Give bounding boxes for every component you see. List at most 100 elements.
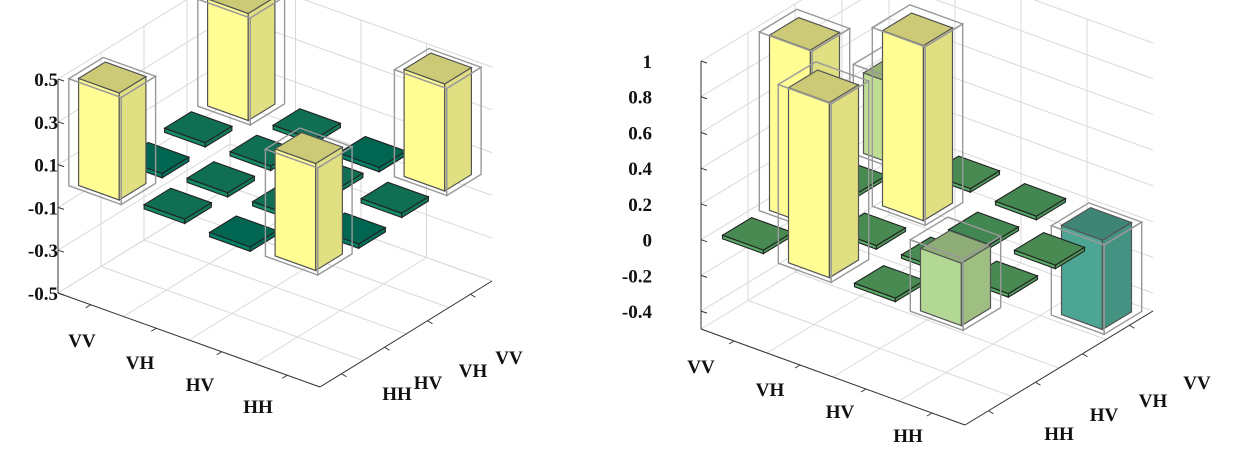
bar-face-top (208, 215, 279, 248)
bar-face-top (263, 127, 354, 169)
z-tick-label: -0.3 (28, 241, 58, 262)
z-tick (700, 96, 708, 100)
bar (359, 181, 430, 219)
z-tick-label: 1 (643, 52, 653, 73)
bar (1060, 206, 1133, 331)
z-tick-label: -0.1 (28, 198, 58, 219)
bar-face-top (853, 264, 926, 299)
bar-face-top (142, 187, 213, 220)
col-tick (988, 410, 994, 415)
col-tick (384, 346, 390, 351)
row-label: HV (186, 375, 215, 396)
row-tick (85, 304, 92, 309)
bar-face-top (392, 47, 483, 90)
z-tick-label: 0.1 (34, 156, 58, 177)
row-label: HV (826, 402, 855, 423)
bars (67, 0, 483, 277)
row-label: VH (756, 380, 785, 401)
col-tick (1129, 324, 1135, 329)
bar (721, 216, 794, 255)
bar (142, 187, 213, 225)
bar-face-top (77, 61, 148, 94)
z-tick (700, 131, 708, 135)
col-label: VH (1139, 391, 1168, 412)
z-tick-label: 0.3 (34, 113, 58, 134)
bar-face-right (444, 66, 472, 193)
z-tick-label: -0.2 (622, 266, 652, 287)
bar (919, 229, 992, 327)
bar-face-right (247, 0, 276, 122)
bar-face-top (67, 56, 158, 99)
ideal-bar (1049, 202, 1144, 336)
row-tick (860, 388, 867, 393)
row-tick (150, 327, 157, 332)
bar-face-top (163, 111, 234, 144)
z-tick-label: 0.8 (628, 88, 652, 109)
row-label: VH (126, 353, 155, 374)
col-label: VV (495, 348, 523, 369)
bars (721, 4, 1144, 336)
z-tick (57, 206, 65, 210)
row-axis-line (700, 328, 966, 426)
row-tick (281, 374, 288, 379)
bar-face-top (273, 131, 344, 165)
z-tick (57, 78, 65, 82)
ideal-bar (908, 216, 1003, 332)
col-label: VV (1183, 373, 1211, 394)
bar-face-top (1049, 202, 1144, 246)
bar-face-top (919, 229, 992, 264)
bar-face-right (249, 0, 286, 127)
bar (185, 161, 256, 198)
z-tick-label: 0 (643, 231, 653, 252)
bar (77, 61, 148, 202)
z-tick-label: 0.6 (628, 123, 652, 144)
bar-face-top (721, 216, 794, 251)
bar-face-left (77, 77, 120, 201)
bar-face-top (185, 161, 256, 194)
bar-face-left (207, 0, 249, 122)
ideal-bar (392, 47, 483, 197)
grid-line (57, 0, 493, 80)
bar-face-top (870, 4, 965, 48)
z-tick-label: 0.2 (628, 195, 652, 216)
col-tick (1082, 353, 1088, 358)
row-label: VV (687, 357, 715, 378)
bar-face-right (922, 26, 954, 222)
z-tick (700, 167, 708, 171)
bar-face-left (403, 68, 446, 192)
z-tick (57, 164, 65, 168)
col-tick (341, 373, 347, 378)
row-axis-line (57, 292, 321, 388)
z-tick-label: -0.4 (622, 302, 653, 323)
grid-line (794, 271, 1060, 369)
bar-face-top (994, 182, 1067, 217)
bar (207, 0, 276, 122)
col-label: HH (1044, 424, 1074, 445)
col-tick (427, 320, 433, 325)
bar-face-top (337, 135, 408, 169)
row-label: HH (243, 397, 273, 418)
z-tick (57, 292, 65, 296)
bar-face-top (776, 61, 871, 105)
col-axis-line (319, 280, 493, 388)
axes: 1 0.8 0.6 0.4 0.2 0 -0.2 -0.4 HH HV VH VV HH HV VH VV (622, 52, 1211, 447)
bar-face-top (1060, 206, 1133, 241)
bar-face-top (402, 52, 473, 85)
bar-face-right (118, 75, 147, 202)
row-tick (728, 340, 735, 345)
bar (1013, 231, 1086, 270)
bar (402, 52, 473, 193)
z-tick (700, 274, 708, 278)
bar (163, 111, 234, 148)
bar-face-top (908, 216, 1003, 260)
row-tick (794, 364, 801, 369)
chart-2: 1 0.8 0.6 0.4 0.2 0 -0.2 -0.4 HH HV VH VV HH HV VH VV (622, 0, 1211, 447)
row-tick (216, 351, 223, 356)
col-label: HV (414, 373, 443, 394)
z-tick (700, 203, 708, 207)
ideal-bar (263, 127, 354, 277)
col-label: VH (459, 361, 488, 382)
col-tick (470, 293, 476, 298)
